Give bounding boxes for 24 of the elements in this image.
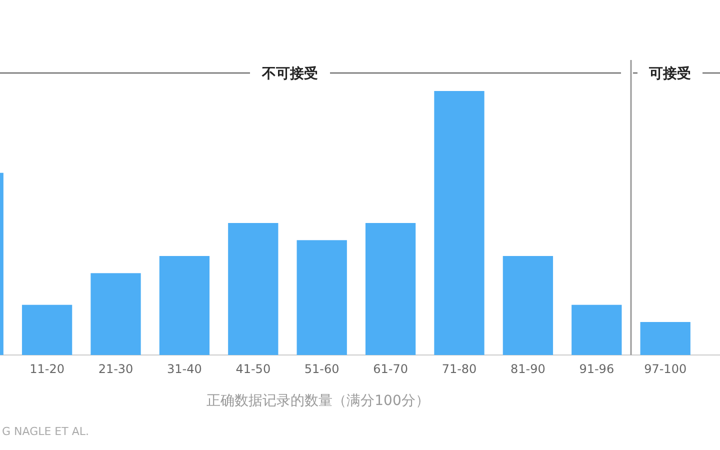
bar <box>90 273 141 355</box>
x-tick-label: 61-70 <box>373 362 408 376</box>
bar <box>502 256 554 355</box>
bar <box>640 322 690 355</box>
x-tick-label: 91-96 <box>579 362 614 376</box>
bar <box>572 304 622 355</box>
x-tick-label: 31-40 <box>167 362 202 376</box>
x-tick-label: 51-60 <box>304 362 340 376</box>
text: 可接受 <box>648 65 691 82</box>
x-tick-label: 21-30 <box>98 362 134 376</box>
bar <box>159 256 210 355</box>
bar <box>365 223 416 355</box>
x-tick-label: 71-80 <box>442 362 477 376</box>
bar <box>296 240 347 355</box>
x-tick-label: 81-90 <box>510 362 546 376</box>
text: G NAGLE ET AL. <box>2 425 89 438</box>
x-tick-label: 41-50 <box>236 362 271 376</box>
x-axis-title: 正确数据记录的数量（满分100分） <box>206 393 430 409</box>
x-tick-label: 97-100 <box>644 362 687 376</box>
bar <box>434 91 484 355</box>
x-tick-label: 11-20 <box>30 362 64 376</box>
text: 不可接受 <box>261 65 318 82</box>
bar <box>22 304 72 355</box>
bar <box>228 223 278 355</box>
